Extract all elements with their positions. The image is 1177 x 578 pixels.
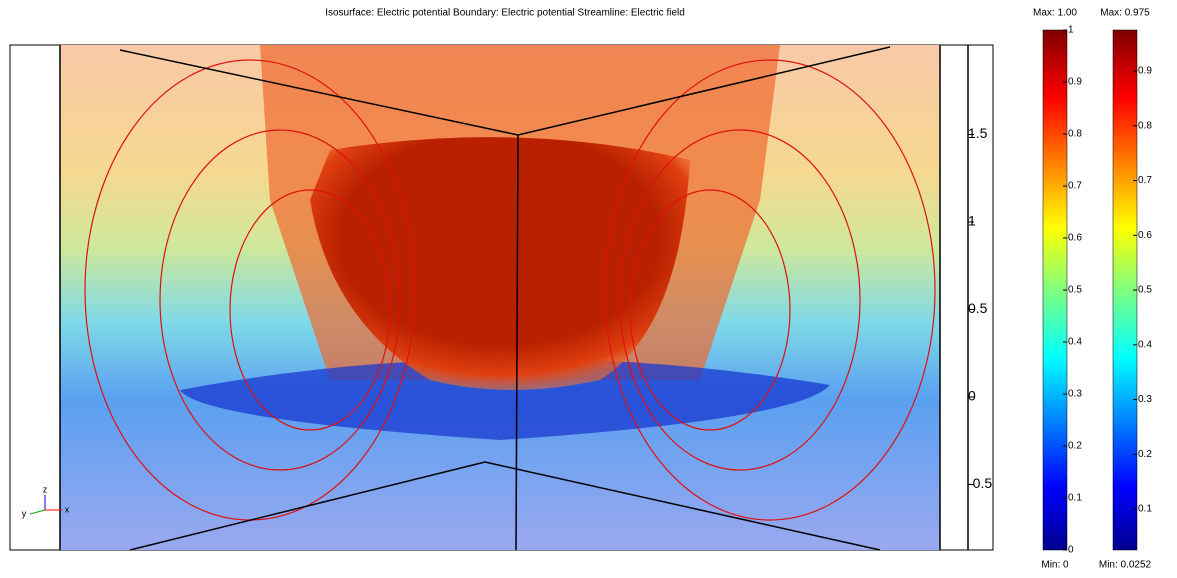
colorbar-tick-label: 0.5: [1068, 285, 1082, 296]
z-tick-label: 1.5: [968, 125, 988, 141]
z-tick-label: 0.5: [968, 300, 988, 316]
colorbar-tick-label: 0.3: [1138, 394, 1152, 405]
colorbar-tick-label: 0.1: [1138, 504, 1152, 515]
plot-title: Isosurface: Electric potential Boundary:…: [325, 8, 685, 19]
colorbar-tick-label: 0.3: [1068, 389, 1082, 400]
colorbar-tick-label: 0.7: [1138, 175, 1152, 186]
z-tick-label: -0.5: [968, 475, 992, 491]
colorbar-tick-label: 0.4: [1138, 339, 1152, 350]
colorbar-tick-label: 0.6: [1138, 230, 1152, 241]
colorbar-tick-label: 0.8: [1138, 120, 1152, 131]
triad-label: z: [43, 484, 48, 494]
colorbar-tick-label: 0.7: [1068, 181, 1082, 192]
z-tick-label: 1: [968, 213, 976, 229]
colorbar-max: Max: 0.975: [1100, 8, 1150, 19]
colorbar-min: Min: 0.0252: [1099, 560, 1152, 571]
axis-triad: z y x: [22, 484, 70, 518]
colorbar-tick-label: 0.9: [1138, 66, 1152, 77]
visualization: [59, 45, 969, 551]
colorbar-tick-label: 0.5: [1138, 285, 1152, 296]
colorbar-min: Min: 0: [1041, 560, 1069, 571]
colorbar-tick-label: 0.6: [1068, 233, 1082, 244]
colorbar-tick-label: 1: [1068, 25, 1074, 36]
colorbar-tick-label: 0.8: [1068, 129, 1082, 140]
colorbar-max: Max: 1.00: [1033, 8, 1077, 19]
colorbar-tick-label: 0.2: [1068, 441, 1082, 452]
colorbar-tick-label: 0.9: [1068, 77, 1082, 88]
triad-label: x: [65, 504, 70, 514]
colorbar-tick-label: 0: [1068, 545, 1074, 556]
colorbars: Max: 1.00 Min: 0 1 0.9 0.8 0.7 0.6 0.5 0.4 0.3 0.2…: [1033, 8, 1152, 571]
z-axis: 1.5 1 0.5 0 -0.5: [968, 125, 992, 491]
z-tick-label: 0: [968, 388, 976, 404]
colorbar-tick-label: 0.2: [1138, 449, 1152, 460]
triad-label: y: [22, 508, 27, 518]
colorbar-tick-label: 0.4: [1068, 337, 1082, 348]
colorbar-tick-label: 0.1: [1068, 493, 1082, 504]
